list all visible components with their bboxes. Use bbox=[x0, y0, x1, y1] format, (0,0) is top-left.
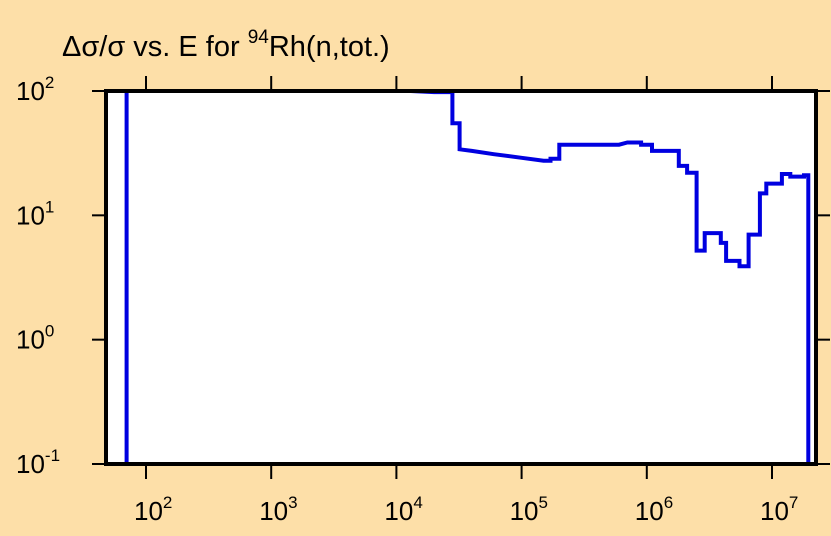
chart-title-superscript: 94 bbox=[248, 27, 270, 48]
plot-area bbox=[106, 91, 816, 464]
x-axis: 102 103 104 105 106 107 bbox=[134, 76, 798, 526]
chart-title-prefix: Δσ/σ vs. E for bbox=[62, 31, 248, 63]
x-tick-label: 104 bbox=[384, 493, 422, 526]
x-tick-label: 107 bbox=[760, 493, 798, 526]
y-tick-label: 100 bbox=[16, 322, 54, 355]
y-tick-label: 102 bbox=[16, 73, 54, 106]
chart-title: Δσ/σ vs. E for 94Rh(n,tot.) bbox=[62, 27, 390, 63]
x-tick-label: 102 bbox=[134, 493, 172, 526]
y-axis: 10-1 100 101 102 bbox=[16, 73, 830, 479]
series-line bbox=[124, 89, 811, 464]
chart-title-suffix: Rh(n,tot.) bbox=[269, 31, 390, 63]
x-tick-label: 103 bbox=[259, 493, 297, 526]
y-tick-label: 10-1 bbox=[16, 446, 60, 479]
x-tick-label: 105 bbox=[510, 493, 548, 526]
plot-frame bbox=[104, 89, 818, 466]
y-tick-label: 101 bbox=[16, 197, 54, 230]
x-tick-label: 106 bbox=[635, 493, 673, 526]
